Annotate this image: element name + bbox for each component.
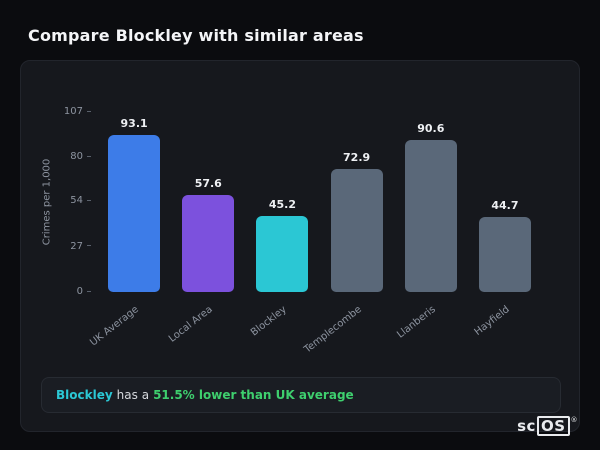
chart-card: Crimes per 1,000 0 27 54 80 107 93.1 57.6 45.2… — [20, 60, 580, 432]
scos-logo: sc OS ® — [517, 416, 578, 436]
bar-local-area[interactable] — [182, 195, 235, 292]
bars-area: 93.1 57.6 45.2 72.9 90.6 44.7 — [97, 112, 542, 292]
bar-value-label: 57.6 — [194, 177, 222, 191]
y-tick-label: 0 — [77, 286, 91, 298]
bar-value-label: 93.1 — [120, 117, 148, 131]
page-title: Compare Blockley with similar areas — [28, 26, 364, 45]
bar-column: 57.6 — [171, 112, 245, 292]
logo-boxed-text: OS — [536, 416, 570, 436]
bar-column: 72.9 — [320, 112, 394, 292]
x-axis-label: UK Average — [88, 304, 141, 349]
bar-blockley[interactable] — [256, 215, 309, 292]
comparison-note: Blockley has a 51.5% lower than UK avera… — [41, 377, 561, 413]
logo-prefix: sc — [517, 417, 536, 435]
bar-column: 90.6 — [394, 112, 468, 292]
bar-value-label: 90.6 — [417, 121, 445, 135]
bar-uk-average[interactable] — [108, 135, 161, 292]
y-axis: 0 27 54 80 107 — [53, 106, 93, 297]
bar-column: 44.7 — [468, 112, 542, 292]
note-area-label: Blockley — [56, 388, 113, 402]
x-axis-label: Hayfield — [472, 304, 512, 339]
y-tick-label: 107 — [64, 106, 91, 118]
bar-value-label: 44.7 — [491, 198, 519, 212]
note-highlight-text: 51.5% lower than UK average — [153, 388, 354, 402]
registered-mark: ® — [570, 416, 578, 424]
x-axis-label: Local Area — [167, 304, 216, 345]
bar-column: 93.1 — [97, 112, 171, 292]
bar-hayfield[interactable] — [478, 216, 531, 292]
x-axis-label: Blockley — [249, 304, 290, 339]
bar-column: 45.2 — [245, 112, 319, 292]
bar-value-label: 72.9 — [343, 151, 371, 165]
y-tick-label: 54 — [70, 195, 91, 207]
bar-templecombe[interactable] — [330, 169, 383, 292]
bar-llanberis[interactable] — [404, 139, 457, 292]
y-axis-title: Crimes per 1,000 — [41, 158, 53, 246]
x-axis-label: Llanberis — [394, 304, 438, 341]
x-labels: UK Average Local Area Blockley Templecombe L… — [88, 294, 542, 358]
x-axis-label: Templecombe — [301, 304, 364, 356]
y-tick-label: 27 — [70, 241, 91, 253]
y-tick-label: 80 — [70, 151, 91, 163]
bar-value-label: 45.2 — [268, 197, 296, 211]
note-middle-text: has a — [116, 388, 150, 402]
